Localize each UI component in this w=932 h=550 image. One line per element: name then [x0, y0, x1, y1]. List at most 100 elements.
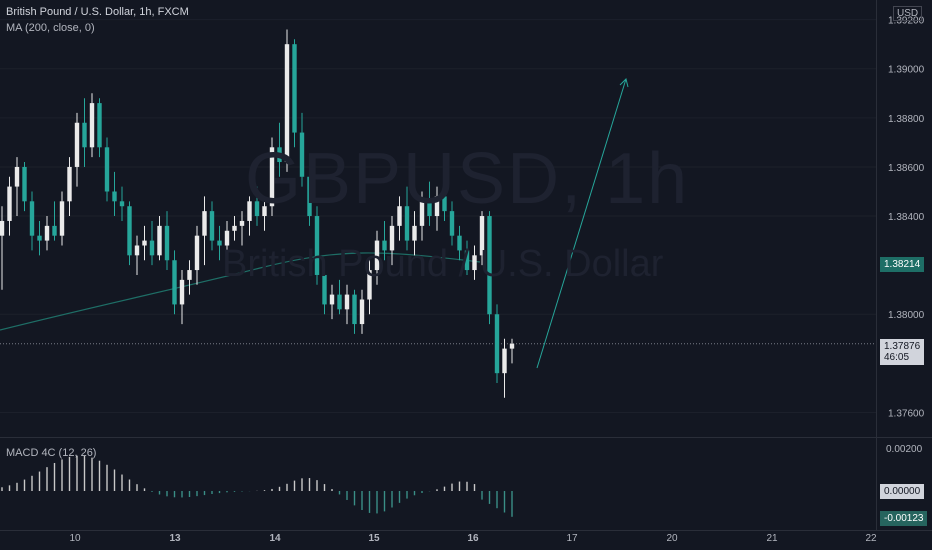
- candle: [0, 206, 5, 290]
- candle: [434, 186, 440, 231]
- candle: [367, 260, 372, 315]
- forecast-arrow-head: [619, 78, 629, 88]
- candle: [187, 260, 192, 295]
- price-tick-label: 1.37600: [888, 408, 925, 419]
- candle: [404, 186, 410, 251]
- candle: [442, 186, 447, 221]
- candle: [314, 206, 320, 285]
- candle: [277, 122, 282, 177]
- candle: [104, 137, 110, 202]
- candle: [389, 216, 395, 266]
- candle: [52, 201, 57, 241]
- candle: [509, 338, 515, 364]
- date-label: 20: [666, 533, 678, 544]
- candle: [337, 279, 342, 315]
- candle: [344, 284, 350, 325]
- ma200-line: [0, 252, 481, 331]
- last-price-tag: 1.37876 46:05: [880, 339, 925, 365]
- ma200-layer: [0, 252, 481, 331]
- candle: [479, 211, 485, 266]
- date-label: 22: [865, 533, 877, 544]
- candle: [494, 304, 500, 383]
- candle: [134, 235, 140, 275]
- watermark-name: British Pound / U.S. Dollar: [222, 243, 664, 285]
- candle: [397, 196, 402, 241]
- candle: [97, 98, 102, 158]
- price-tick-label: 1.38600: [888, 163, 925, 174]
- date-label: 21: [766, 533, 778, 544]
- candle: [217, 225, 222, 261]
- candle: [209, 201, 215, 251]
- candle: [374, 230, 380, 285]
- price-axis: 1.39200 1.39000 1.38800 1.38600 1.38400 1.380…: [886, 16, 925, 455]
- candle: [269, 137, 275, 217]
- candle: [82, 98, 87, 167]
- date-axis: 10 13 14 15 16 17 20 21 22: [69, 533, 877, 544]
- candle: [329, 284, 335, 320]
- candle: [142, 225, 147, 261]
- ma-indicator-label[interactable]: MA (200, close, 0): [6, 22, 95, 34]
- candle: [179, 270, 185, 325]
- macd-histogram: [1, 455, 513, 517]
- candle: [247, 196, 252, 236]
- candle: [164, 211, 170, 271]
- macd-indicator-label[interactable]: MACD 4C (12, 26): [6, 447, 97, 459]
- price-tick-label: 1.39200: [888, 16, 925, 27]
- date-label: 14: [269, 533, 281, 544]
- candle: [202, 196, 207, 266]
- candle: [382, 220, 387, 261]
- candle: [157, 216, 162, 261]
- candle: [89, 93, 95, 158]
- candle: [59, 191, 65, 246]
- chart-title[interactable]: British Pound / U.S. Dollar, 1h, FXCM: [6, 6, 189, 18]
- forecast-arrow-line: [536, 78, 627, 369]
- candle: [502, 338, 507, 398]
- candle: [224, 220, 230, 251]
- candle: [149, 220, 155, 266]
- candle: [44, 216, 50, 251]
- candle: [74, 112, 80, 187]
- candle: [487, 211, 492, 325]
- macd-tick-label: 0.00200: [886, 444, 923, 455]
- candle: [322, 265, 327, 315]
- countdown-value: 46:05: [884, 352, 910, 363]
- date-label: 17: [566, 533, 578, 544]
- candle: [172, 250, 177, 315]
- price-tick-label: 1.38800: [888, 114, 925, 125]
- last-price-value: 1.37876: [884, 341, 921, 352]
- date-label: 16: [467, 533, 479, 544]
- candle: [457, 225, 462, 261]
- candle: [292, 39, 297, 148]
- candle: [359, 289, 365, 334]
- candle: [299, 112, 305, 187]
- candle: [412, 211, 417, 256]
- candle: [254, 186, 260, 226]
- candle: [464, 240, 470, 275]
- candle: [14, 157, 20, 217]
- candle: [22, 162, 27, 212]
- date-label: 13: [169, 533, 181, 544]
- date-label: 10: [69, 533, 81, 544]
- candle: [262, 201, 267, 231]
- macd-zero-tag: 0.00000: [880, 484, 925, 499]
- candle: [7, 176, 12, 236]
- macd-value-tag: -0.00123: [880, 511, 928, 526]
- candle: [127, 201, 132, 266]
- candle: [472, 245, 477, 280]
- candle: [307, 166, 312, 226]
- date-label: 15: [368, 533, 380, 544]
- forecast-arrow-layer[interactable]: [536, 78, 629, 369]
- candle: [37, 220, 42, 256]
- currency-label[interactable]: USD: [893, 6, 923, 21]
- candle: [67, 157, 72, 217]
- candles-layer: [0, 29, 515, 398]
- candle: [194, 225, 200, 285]
- candle: [449, 201, 455, 246]
- candle: [427, 181, 432, 226]
- watermark-symbol: GBPUSD, 1h: [245, 139, 690, 219]
- candle: [352, 289, 357, 334]
- candle: [419, 191, 425, 241]
- candle: [119, 186, 125, 221]
- price-tick-label: 1.38400: [888, 212, 925, 223]
